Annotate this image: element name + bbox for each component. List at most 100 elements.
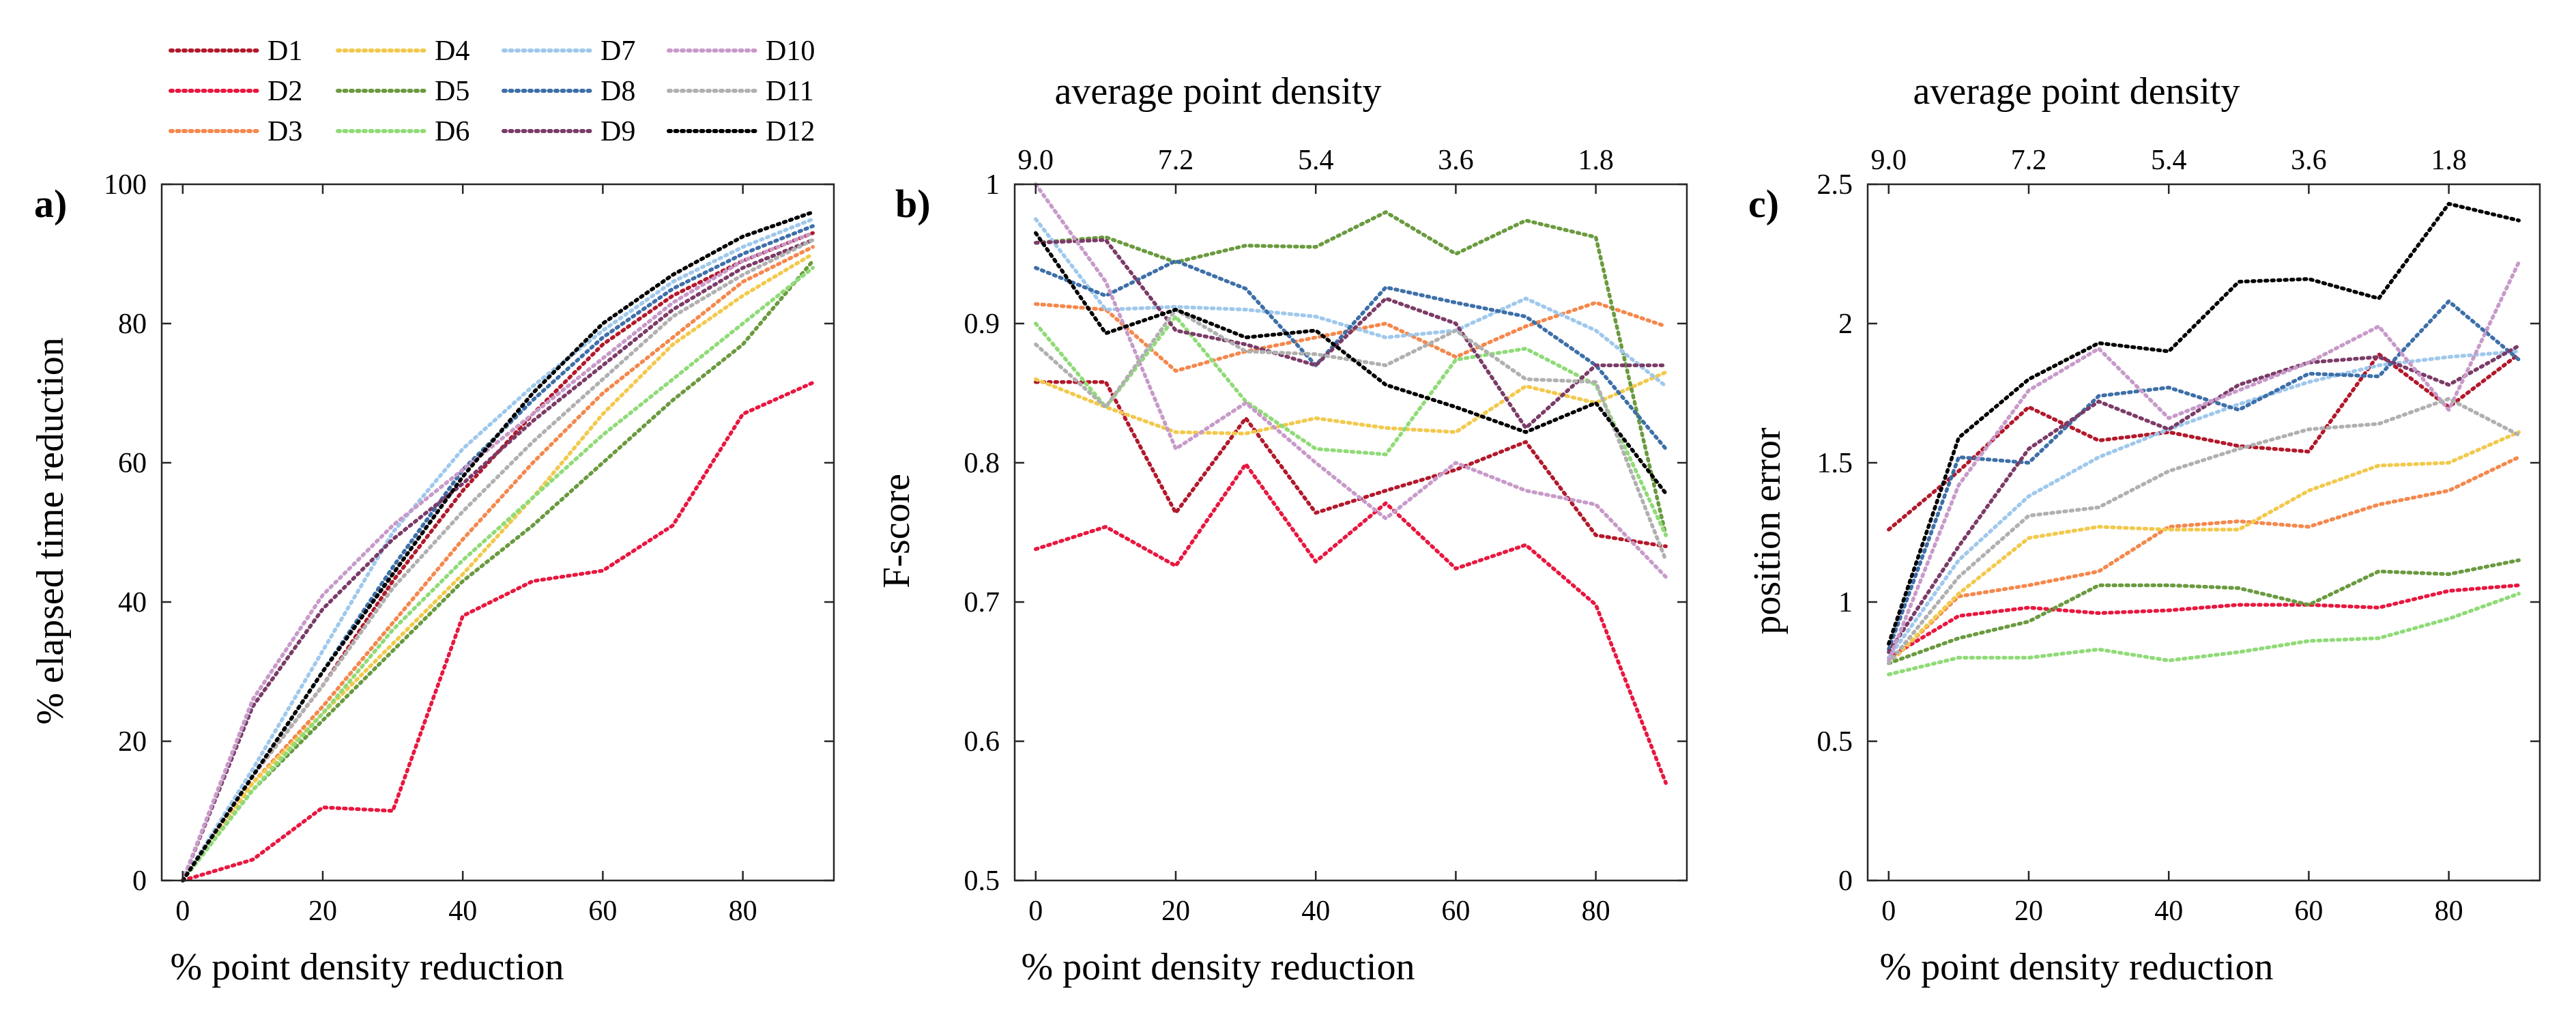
panel-b-series xyxy=(1034,182,1668,785)
panel-c-xlabel: % point density reduction xyxy=(1879,946,2273,988)
panel-a-xlabel: % point density reduction xyxy=(170,946,564,988)
panel-b-xtick-label: 20 xyxy=(1161,896,1190,927)
panel-c-series-d7 xyxy=(1887,349,2521,660)
panel-c-ytick-label: 0.5 xyxy=(1817,726,1853,758)
panel-a-series-d12 xyxy=(181,210,815,883)
legend-label-d10: D10 xyxy=(766,35,815,67)
panel-b-top-tick-label: 3.6 xyxy=(1438,145,1474,176)
legend-label-d2: D2 xyxy=(267,76,302,107)
panel-c-series-d10 xyxy=(1887,260,2521,663)
panel-c-ytick-label: 2.5 xyxy=(1817,169,1853,201)
legend-label-d6: D6 xyxy=(435,116,469,147)
panel-a-xtick-label: 80 xyxy=(729,896,757,927)
legend-item-d2: D2 xyxy=(169,76,302,107)
legend-label-d11: D11 xyxy=(766,76,814,107)
panel-b-series-d12 xyxy=(1034,231,1668,496)
legend-label-d8: D8 xyxy=(600,76,635,107)
panel-c-series xyxy=(1887,201,2521,676)
legend-label-d12: D12 xyxy=(766,116,815,147)
panel-b-top-xlabel: average point density xyxy=(1055,70,1382,113)
panel-c-top-tick-label: 5.4 xyxy=(2151,145,2187,176)
panel-b-xtick-label: 60 xyxy=(1441,896,1470,927)
panel-b-series-d6 xyxy=(1034,315,1668,537)
legend-label-d4: D4 xyxy=(435,35,469,67)
panel-b-series-d1 xyxy=(1034,379,1668,549)
panel-c-series-d8 xyxy=(1887,299,2521,652)
panel-b-series-d8 xyxy=(1034,259,1668,451)
panel-b-xlabel: % point density reduction xyxy=(1021,946,1415,988)
panel-a-ytick-label: 0 xyxy=(132,865,147,897)
panel-a-letter: a) xyxy=(34,182,67,226)
panel-c-series-d6 xyxy=(1887,592,2521,676)
panel-c-xtick-label: 20 xyxy=(2014,896,2043,927)
panel-c-axes-box xyxy=(1866,183,2541,882)
panel-a-xtick-label: 40 xyxy=(448,896,477,927)
panel-a-series-d2 xyxy=(181,380,815,883)
legend-item-d7: D7 xyxy=(502,35,635,67)
panel-a-xtick-label: 0 xyxy=(175,896,190,927)
panel-b: b) F-score % point density reduction ave… xyxy=(875,70,1688,988)
legend-item-d6: D6 xyxy=(336,116,469,147)
panel-a-ytick-label: 20 xyxy=(118,726,147,758)
panel-c-xtick-label: 60 xyxy=(2294,896,2323,927)
panel-a-axes-box xyxy=(160,183,835,882)
panel-b-top-tick-label: 9.0 xyxy=(1018,145,1054,176)
panel-c-top-tick-label: 9.0 xyxy=(1871,145,1907,176)
panel-c: c) position error % point density reduct… xyxy=(1746,70,2541,988)
panel-a-series-d7 xyxy=(181,217,815,883)
panel-c-series-d9 xyxy=(1887,343,2521,655)
panel-b-top-tick-label: 1.8 xyxy=(1578,145,1614,176)
panel-a-ytick-label: 40 xyxy=(118,587,147,618)
panel-b-ytick-label: 0.6 xyxy=(964,726,1000,758)
legend-item-d11: D11 xyxy=(667,76,814,107)
legend-label-d5: D5 xyxy=(435,76,469,107)
panel-b-series-d10 xyxy=(1034,182,1668,579)
panel-b-letter: b) xyxy=(895,182,931,226)
legend-item-d9: D9 xyxy=(502,116,635,147)
panel-a-series-d10 xyxy=(181,231,815,883)
legend-label-d7: D7 xyxy=(600,35,635,67)
panel-a: a) % elapsed time reduction % point dens… xyxy=(29,169,835,988)
panel-c-series-d5 xyxy=(1887,558,2521,665)
panel-c-top-tick-label: 1.8 xyxy=(2431,145,2467,176)
panel-a-ylabel: % elapsed time reduction xyxy=(29,337,72,725)
panel-a-series-d1 xyxy=(181,231,815,883)
panel-b-xtick-label: 80 xyxy=(1582,896,1610,927)
panel-a-series-d4 xyxy=(181,252,815,883)
panel-b-ytick-label: 0.5 xyxy=(964,865,1000,897)
panel-b-top-tick-label: 7.2 xyxy=(1158,145,1194,176)
panel-c-ylabel: position error xyxy=(1746,427,1789,635)
panel-b-series-d2 xyxy=(1034,462,1668,785)
legend-item-d4: D4 xyxy=(336,35,469,67)
panel-a-series-d5 xyxy=(181,259,815,883)
panel-c-ytick-label: 1.5 xyxy=(1817,448,1853,479)
panel-c-top-tick-label: 3.6 xyxy=(2291,145,2327,176)
panel-b-series-d9 xyxy=(1034,238,1668,430)
legend: D1 D2 D3 D4 D5 D6 D7 D8 D9 D10 D11 D12 xyxy=(169,35,815,147)
panel-c-ytick-label: 0 xyxy=(1838,865,1853,897)
legend-item-d5: D5 xyxy=(336,76,469,107)
panel-c-ytick-label: 1 xyxy=(1838,587,1853,618)
legend-label-d9: D9 xyxy=(600,116,635,147)
panel-c-letter: c) xyxy=(1748,182,1779,226)
panel-a-xtick-label: 20 xyxy=(308,896,337,927)
panel-a-xtick-label: 60 xyxy=(588,896,617,927)
panel-a-series-d9 xyxy=(181,238,815,883)
panel-c-series-d2 xyxy=(1887,583,2521,660)
panel-c-series-d3 xyxy=(1887,455,2521,665)
legend-item-d10: D10 xyxy=(667,35,815,67)
legend-item-d12: D12 xyxy=(667,116,815,147)
panel-c-top-xlabel: average point density xyxy=(1913,70,2240,113)
panel-b-ytick-label: 0.7 xyxy=(964,587,1000,618)
panel-b-ytick-label: 0.9 xyxy=(964,309,1000,340)
panel-c-series-d12 xyxy=(1887,201,2521,646)
panel-b-xtick-label: 40 xyxy=(1301,896,1330,927)
legend-item-d1: D1 xyxy=(169,35,302,67)
panel-b-axes-box xyxy=(1013,183,1688,882)
panel-b-top-tick-label: 5.4 xyxy=(1298,145,1334,176)
panel-a-ytick-label: 60 xyxy=(118,448,147,479)
panel-b-ylabel: F-score xyxy=(875,474,918,588)
panel-a-series xyxy=(181,210,815,883)
panel-b-ytick-label: 1 xyxy=(985,169,1000,201)
panel-c-ytick-label: 2 xyxy=(1838,309,1853,340)
